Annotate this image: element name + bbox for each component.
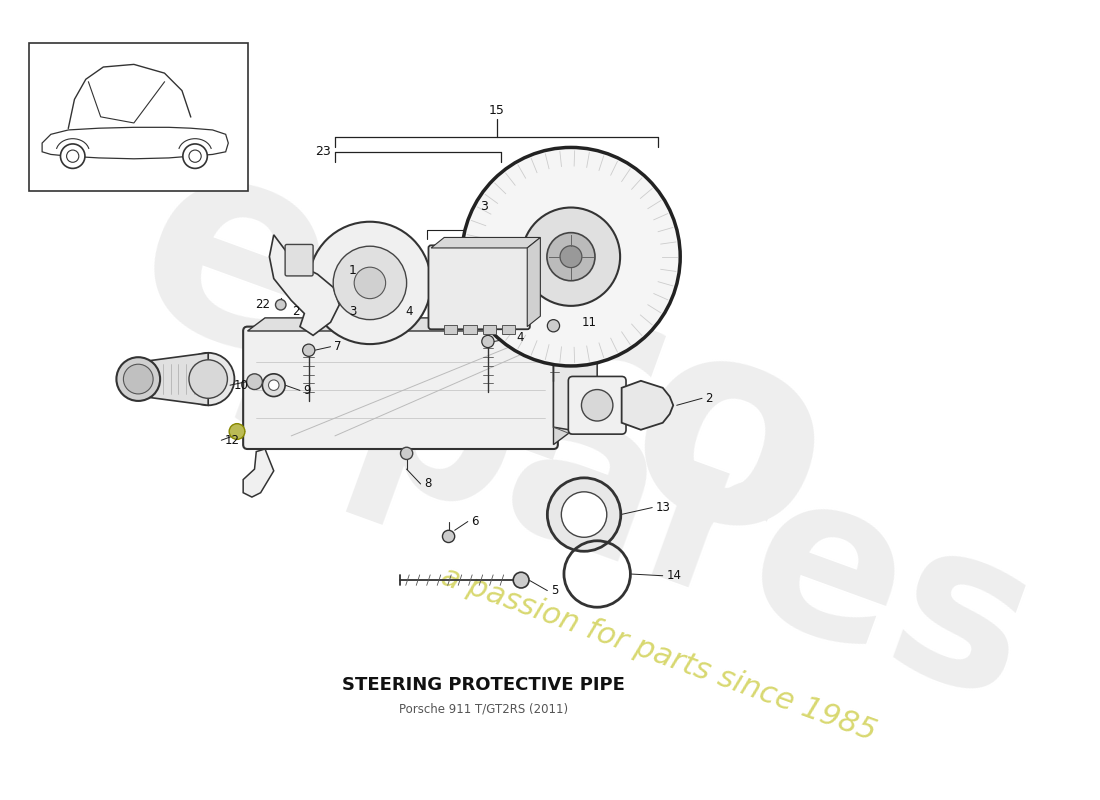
Polygon shape: [431, 238, 540, 248]
Bar: [463, 325, 476, 334]
Circle shape: [117, 358, 161, 401]
Text: 2: 2: [705, 392, 713, 405]
Text: euro: euro: [102, 108, 865, 606]
Bar: [502, 325, 515, 334]
Polygon shape: [553, 344, 597, 431]
Circle shape: [561, 492, 607, 538]
Bar: [444, 325, 458, 334]
Text: spares: spares: [204, 262, 1060, 749]
Text: 22: 22: [255, 298, 271, 311]
Circle shape: [482, 335, 494, 347]
Circle shape: [183, 144, 207, 169]
Circle shape: [246, 374, 263, 390]
Text: Porsche 911 T/GT2RS (2011): Porsche 911 T/GT2RS (2011): [399, 702, 568, 715]
Circle shape: [548, 320, 560, 332]
Circle shape: [548, 478, 620, 551]
Polygon shape: [553, 318, 571, 445]
Circle shape: [400, 447, 412, 459]
Circle shape: [514, 572, 529, 588]
Circle shape: [582, 390, 613, 421]
Polygon shape: [527, 238, 540, 326]
Text: 3: 3: [349, 306, 356, 318]
Text: 11: 11: [582, 316, 596, 329]
Circle shape: [560, 246, 582, 268]
Bar: [483, 325, 496, 334]
Circle shape: [263, 374, 285, 397]
Text: 13: 13: [656, 501, 671, 514]
Circle shape: [333, 246, 407, 320]
Text: 3: 3: [480, 200, 487, 214]
Text: 2: 2: [292, 306, 299, 318]
Text: 8: 8: [425, 478, 431, 490]
Text: 12: 12: [224, 434, 240, 446]
Text: STEERING PROTECTIVE PIPE: STEERING PROTECTIVE PIPE: [342, 676, 625, 694]
Text: 5: 5: [551, 584, 558, 597]
Circle shape: [302, 344, 315, 356]
FancyBboxPatch shape: [285, 245, 314, 276]
Text: 9: 9: [304, 384, 311, 397]
Circle shape: [123, 364, 153, 394]
Circle shape: [268, 380, 279, 390]
Circle shape: [462, 147, 680, 366]
Bar: [29, 42, 248, 191]
Polygon shape: [42, 127, 229, 158]
Text: 4: 4: [516, 331, 524, 345]
Text: 7: 7: [334, 340, 342, 354]
Text: 10: 10: [233, 378, 249, 392]
Circle shape: [354, 267, 386, 298]
Text: 23: 23: [315, 146, 331, 158]
Text: 15: 15: [488, 104, 505, 118]
Circle shape: [547, 233, 595, 281]
Text: 1: 1: [349, 264, 356, 277]
Polygon shape: [243, 449, 274, 497]
Circle shape: [309, 222, 431, 344]
Circle shape: [60, 144, 85, 169]
FancyBboxPatch shape: [429, 246, 530, 330]
Polygon shape: [621, 381, 673, 430]
Polygon shape: [270, 235, 339, 335]
Circle shape: [275, 299, 286, 310]
Text: 6: 6: [471, 515, 478, 528]
Circle shape: [521, 207, 620, 306]
Polygon shape: [143, 353, 208, 406]
Text: a passion for parts since 1985: a passion for parts since 1985: [437, 562, 880, 747]
Text: 14: 14: [667, 570, 681, 582]
Circle shape: [189, 360, 228, 398]
Text: 4: 4: [406, 306, 412, 318]
FancyBboxPatch shape: [569, 377, 626, 434]
Circle shape: [229, 424, 245, 439]
FancyBboxPatch shape: [243, 326, 558, 449]
Circle shape: [442, 530, 454, 542]
Circle shape: [182, 353, 234, 406]
Polygon shape: [248, 318, 571, 331]
